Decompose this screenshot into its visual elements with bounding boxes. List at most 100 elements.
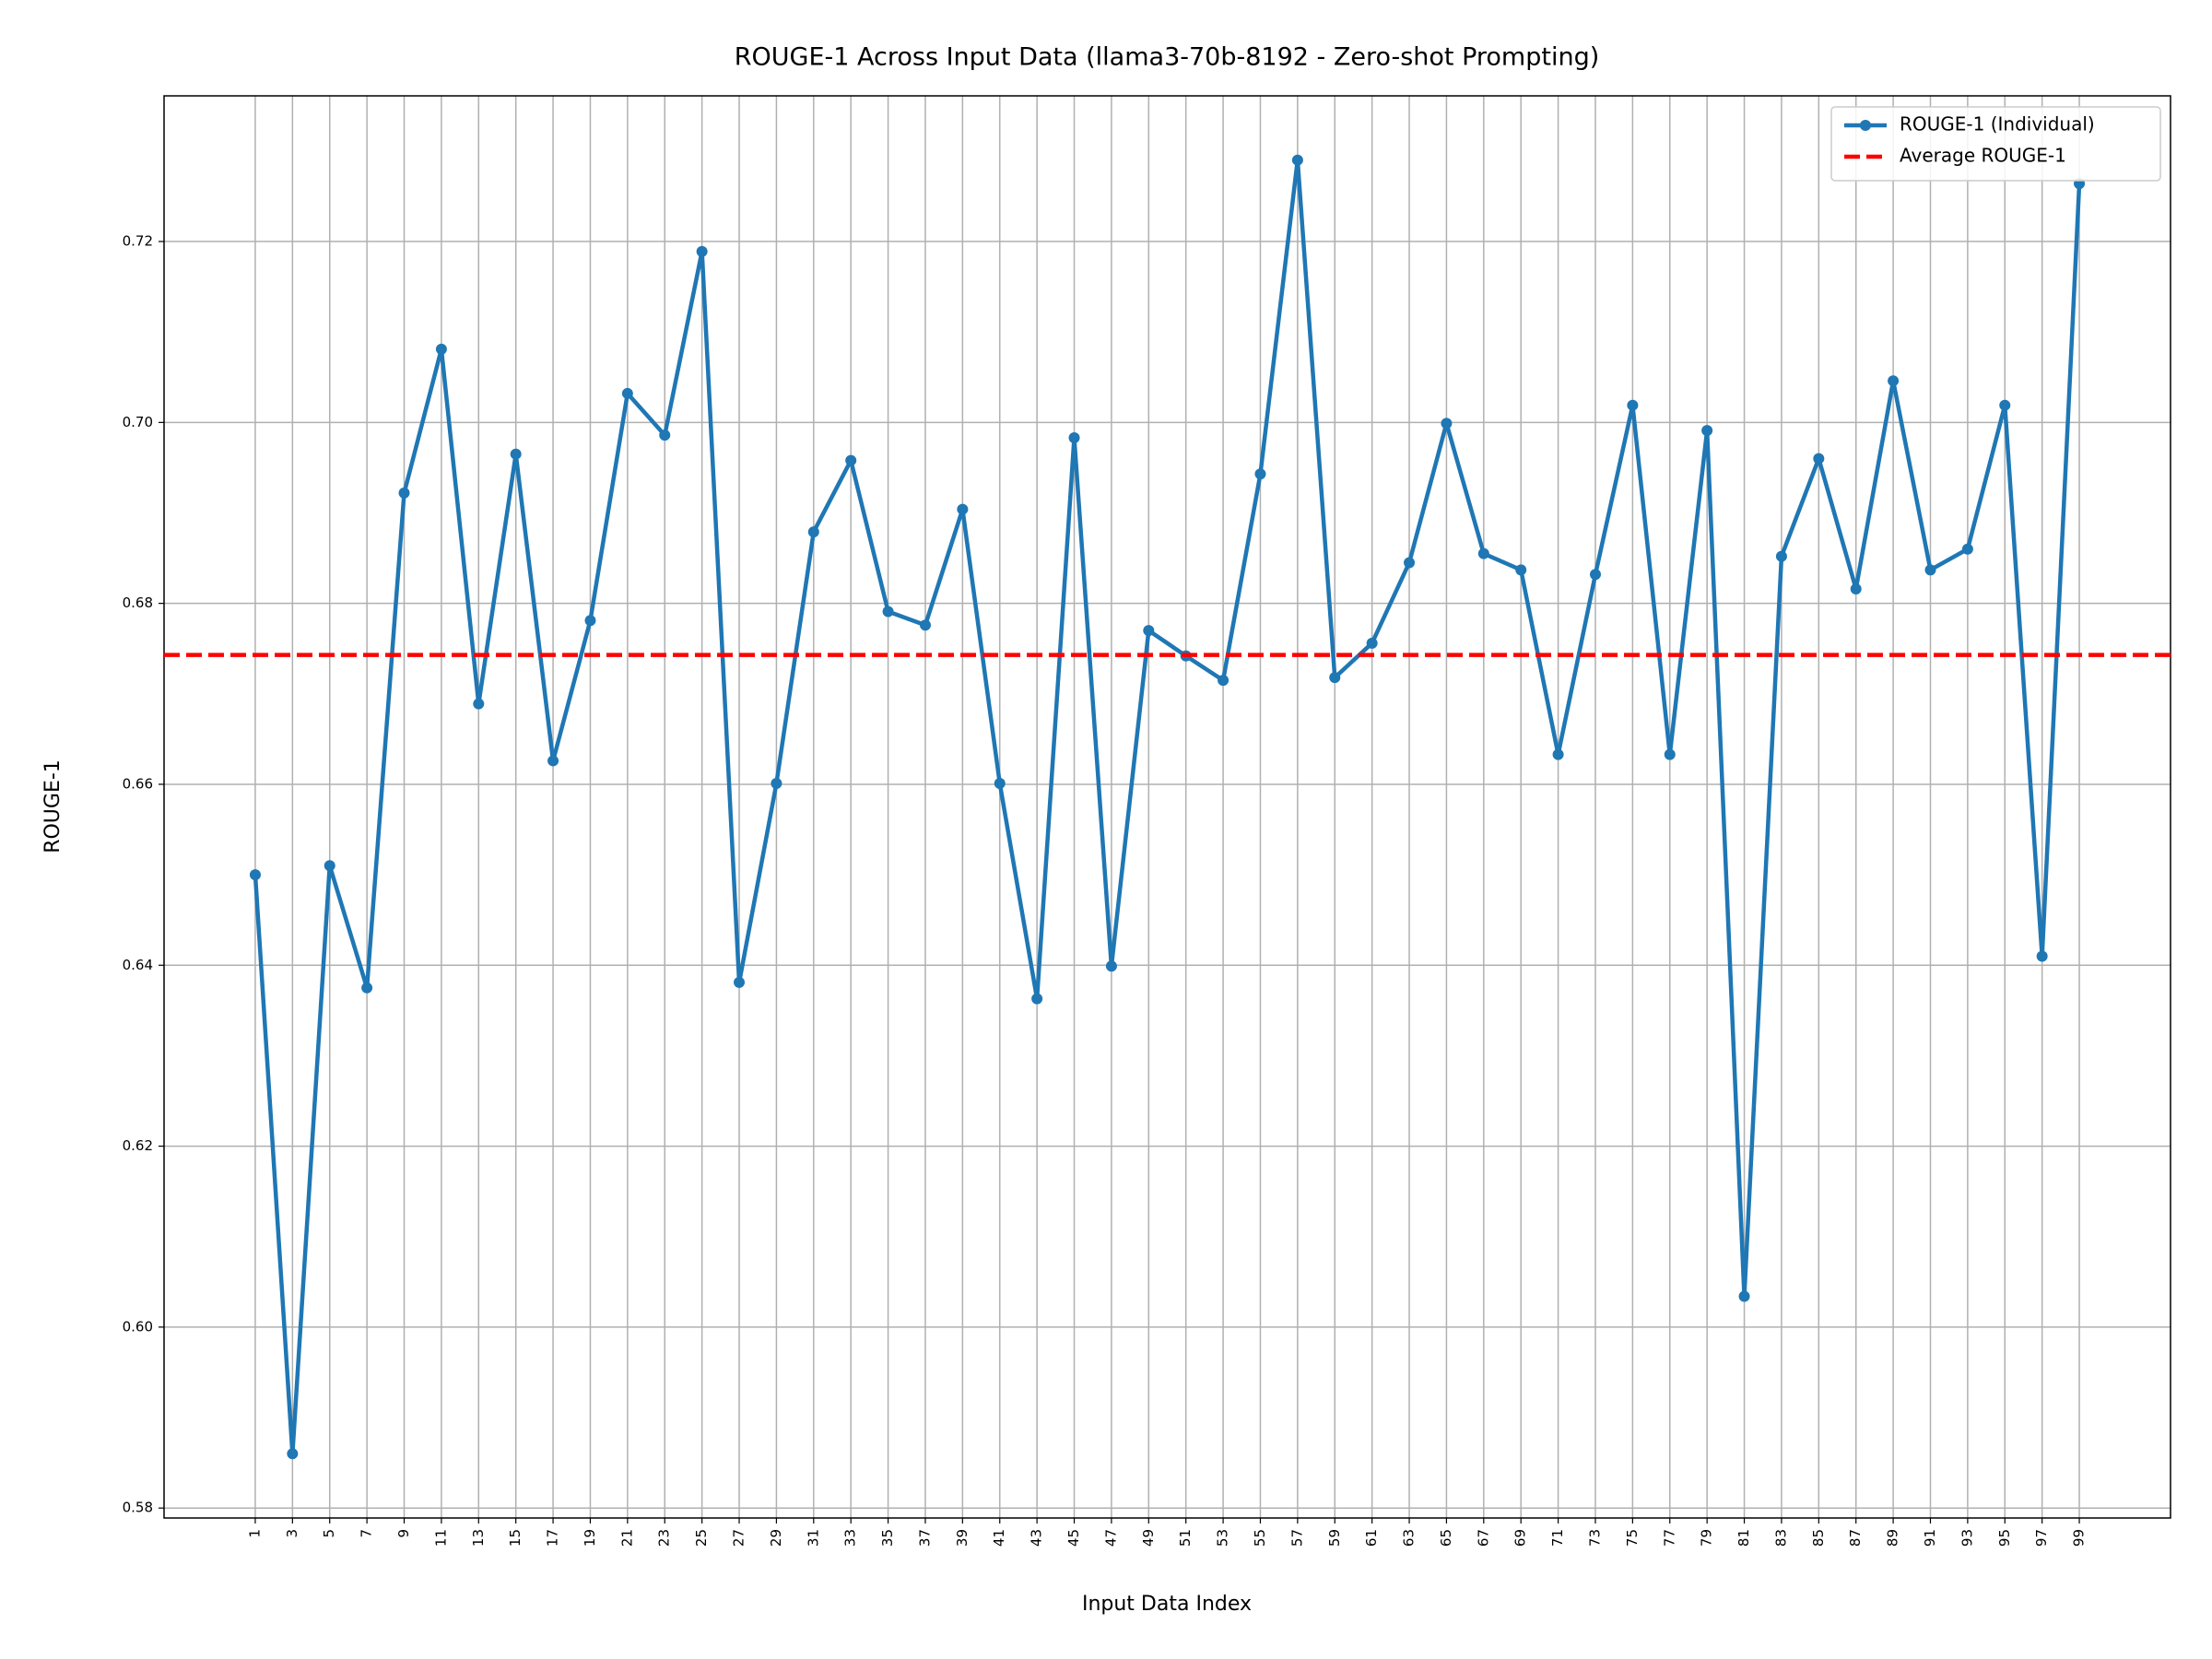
x-tick-label: 65	[1438, 1529, 1454, 1547]
x-tick-label: 13	[470, 1529, 487, 1547]
x-tick-label: 9	[395, 1529, 412, 1538]
data-point	[435, 343, 447, 355]
y-tick-label: 0.60	[123, 1318, 153, 1335]
x-tick-label: 75	[1624, 1529, 1641, 1547]
data-point	[1775, 550, 1787, 562]
x-tick-label: 19	[582, 1529, 598, 1547]
data-point	[1738, 1290, 1750, 1302]
x-tick-label: 87	[1847, 1529, 1864, 1547]
data-point	[1589, 569, 1601, 581]
x-tick-label: 23	[656, 1529, 673, 1547]
x-tick-label: 63	[1401, 1529, 1418, 1547]
data-point	[1888, 375, 1900, 387]
x-tick-label: 69	[1512, 1529, 1529, 1547]
x-tick-label: 31	[805, 1529, 821, 1547]
data-point	[249, 869, 261, 881]
x-tick-label: 5	[321, 1529, 337, 1538]
x-tick-label: 35	[879, 1529, 896, 1547]
legend-label: ROUGE-1 (Individual)	[1900, 113, 2095, 135]
data-point	[1961, 543, 1973, 555]
x-tick-label: 91	[1922, 1529, 1938, 1547]
y-axis-label: ROUGE-1	[41, 759, 65, 853]
data-point	[1404, 557, 1416, 569]
data-point	[807, 526, 819, 538]
x-tick-label: 95	[1996, 1529, 2013, 1547]
data-point	[1031, 993, 1043, 1005]
x-tick-label: 39	[954, 1529, 971, 1547]
legend-label: Average ROUGE-1	[1900, 145, 2066, 167]
x-tick-label: 89	[1885, 1529, 1901, 1547]
data-point	[1329, 672, 1341, 684]
x-tick-label: 29	[768, 1529, 784, 1547]
y-tick-label: 0.68	[123, 594, 153, 611]
y-tick-label: 0.62	[123, 1137, 153, 1154]
data-point	[882, 606, 894, 618]
y-tick-label: 0.72	[123, 233, 153, 250]
data-point	[473, 698, 485, 710]
data-point	[1143, 625, 1155, 637]
data-point	[771, 777, 782, 789]
data-point	[1477, 547, 1489, 559]
data-point	[1105, 960, 1117, 972]
data-point	[1441, 418, 1453, 429]
x-tick-label: 67	[1475, 1529, 1491, 1547]
x-tick-label: 15	[507, 1529, 524, 1547]
data-point	[324, 860, 335, 872]
x-tick-label: 43	[1029, 1529, 1045, 1547]
data-point	[1627, 399, 1639, 411]
x-tick-label: 1	[246, 1529, 263, 1538]
x-tick-label: 45	[1065, 1529, 1082, 1547]
data-point	[1366, 637, 1378, 649]
x-tick-label: 49	[1140, 1529, 1157, 1547]
data-point	[1291, 154, 1303, 166]
y-tick-label: 0.66	[123, 775, 153, 792]
x-tick-label: 37	[916, 1529, 933, 1547]
chart-title: ROUGE-1 Across Input Data (llama3-70b-81…	[735, 43, 1600, 72]
data-point	[584, 615, 596, 627]
data-point	[957, 503, 969, 515]
x-tick-label: 51	[1177, 1529, 1194, 1547]
x-tick-label: 93	[1959, 1529, 1975, 1547]
data-point	[1701, 425, 1713, 437]
data-point	[398, 487, 410, 499]
x-tick-label: 33	[842, 1529, 859, 1547]
x-tick-label: 59	[1326, 1529, 1343, 1547]
data-point	[2036, 950, 2048, 962]
data-point	[1850, 582, 1862, 594]
x-tick-label: 27	[731, 1529, 747, 1547]
data-point	[734, 976, 746, 988]
data-point	[1515, 564, 1527, 576]
x-tick-label: 3	[284, 1529, 300, 1538]
x-tick-label: 47	[1102, 1529, 1119, 1547]
data-point	[1552, 748, 1564, 760]
data-line	[253, 158, 2082, 1456]
data-point	[919, 619, 931, 631]
y-tick-label: 0.58	[123, 1500, 153, 1516]
data-point	[287, 1448, 299, 1460]
data-point	[994, 777, 1006, 789]
x-tick-label: 53	[1215, 1529, 1231, 1547]
x-tick-label: 97	[2033, 1529, 2050, 1547]
legend-box	[1830, 106, 2161, 182]
data-point	[1999, 399, 2011, 411]
x-tick-label: 99	[2071, 1529, 2088, 1547]
data-point	[1068, 432, 1080, 444]
y-tick-label: 0.70	[123, 414, 153, 430]
x-tick-label: 61	[1363, 1529, 1380, 1547]
x-tick-label: 11	[432, 1529, 449, 1547]
x-tick-label: 85	[1810, 1529, 1827, 1547]
x-tick-label: 77	[1661, 1529, 1677, 1547]
x-tick-label: 25	[693, 1529, 710, 1547]
x-tick-label: 17	[545, 1529, 561, 1547]
data-point	[1664, 748, 1676, 760]
x-tick-label: 55	[1252, 1529, 1268, 1547]
y-tick-label: 0.64	[123, 957, 153, 973]
data-point	[659, 429, 671, 441]
x-tick-label: 41	[991, 1529, 1007, 1547]
x-axis-label: Input Data Index	[1082, 1593, 1252, 1616]
plot-frame	[163, 95, 2171, 1519]
data-point	[1924, 564, 1936, 576]
data-point	[510, 448, 522, 460]
legend-marker	[1860, 120, 1871, 131]
